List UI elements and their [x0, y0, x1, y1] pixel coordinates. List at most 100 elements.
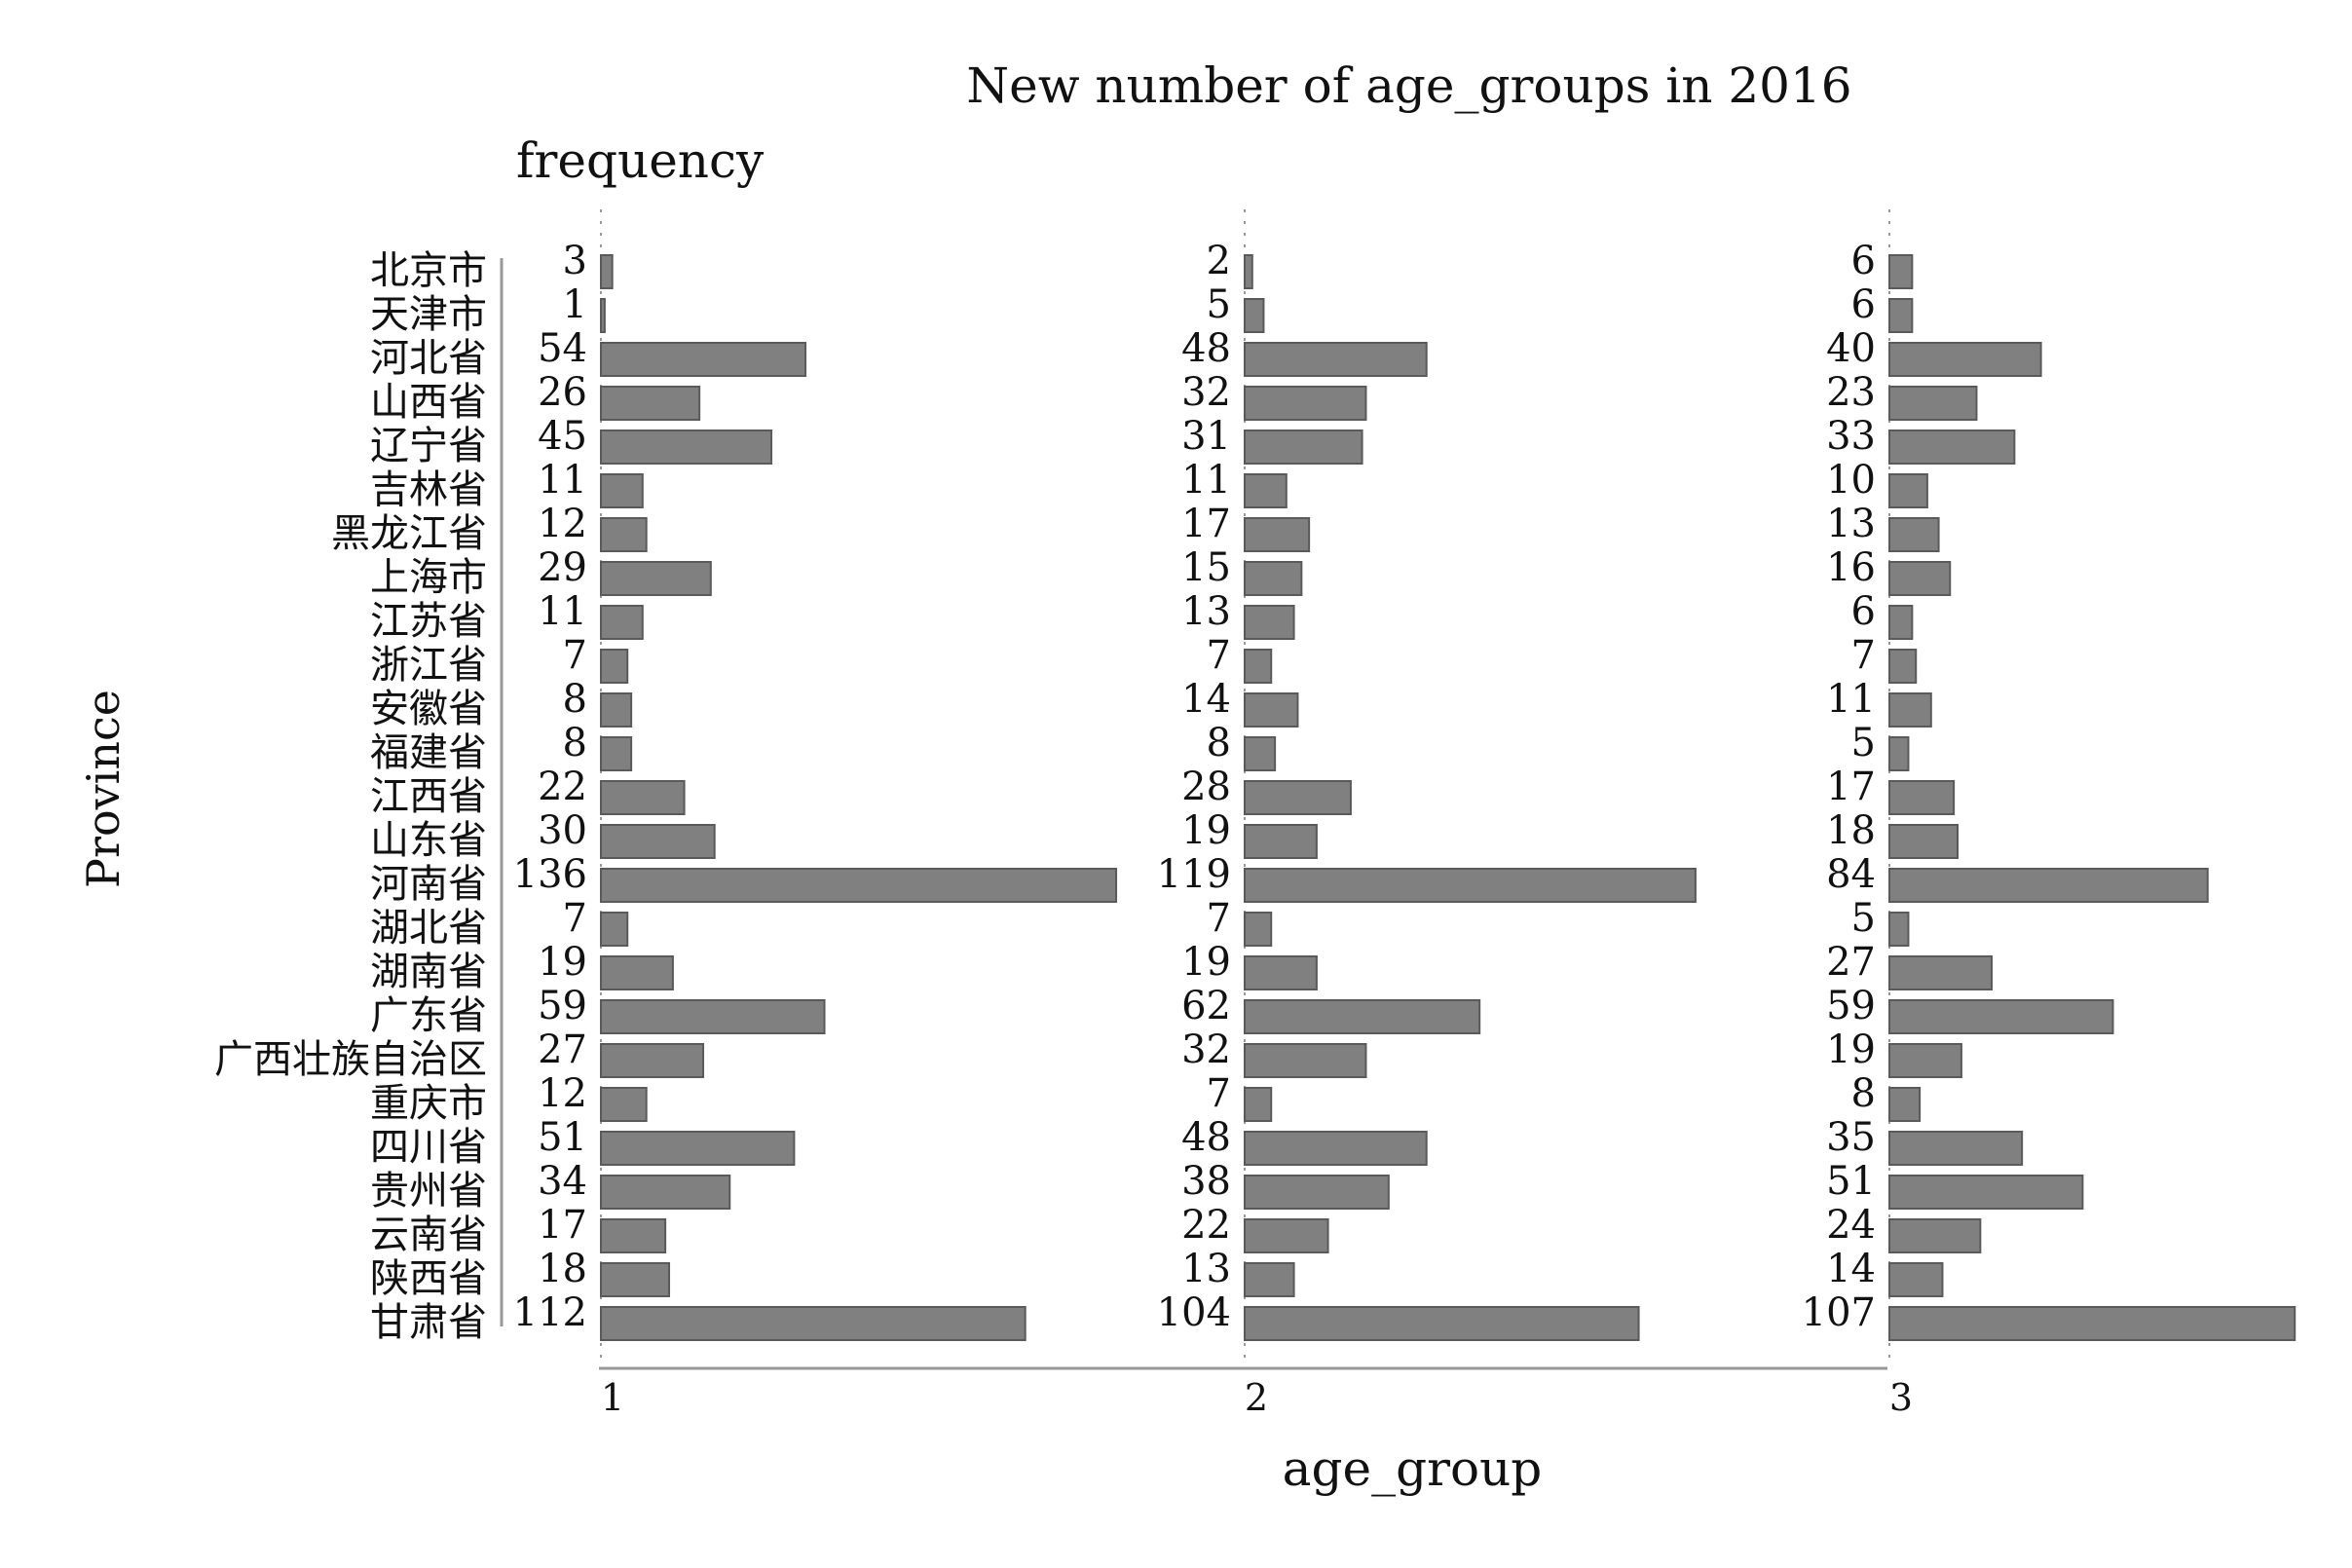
bar-value-label: 45 — [538, 414, 587, 459]
bar-value-label: 54 — [538, 326, 587, 371]
bar-value-label: 18 — [1826, 808, 1876, 853]
category-label: 广东省 — [370, 993, 487, 1038]
bar — [1888, 1087, 1922, 1122]
bar — [1244, 561, 1303, 596]
bar-value-label: 26 — [538, 370, 587, 415]
bar-value-label: 11 — [538, 589, 587, 634]
bar-value-label: 7 — [563, 896, 587, 941]
bar — [600, 429, 773, 465]
bar-value-label: 8 — [1207, 721, 1231, 765]
bar — [1888, 254, 1914, 289]
bar — [1888, 1218, 1982, 1253]
category-labels: 北京市天津市河北省山西省辽宁省吉林省黑龙江省上海市江苏省浙江省安徽省福建省江西省… — [214, 248, 487, 1345]
category-label: 陕西省 — [370, 1256, 487, 1301]
bar-value-label: 30 — [538, 808, 587, 853]
bar — [600, 561, 712, 596]
x-axis-title: age_group — [1283, 1440, 1543, 1497]
bar-value-label: 27 — [538, 1027, 587, 1072]
bar-value-label: 13 — [1181, 1247, 1231, 1291]
bar — [1244, 473, 1288, 508]
bar — [600, 254, 614, 289]
bar — [1244, 692, 1299, 728]
category-label: 福建省 — [370, 730, 487, 775]
bar-value-label: 3 — [563, 239, 587, 283]
bar-value-label: 7 — [1207, 896, 1231, 941]
bar — [1244, 429, 1363, 465]
bar — [1888, 780, 1956, 815]
bar — [1888, 1131, 2024, 1166]
bar-value-label: 22 — [538, 765, 587, 809]
category-label: 河南省 — [370, 862, 487, 907]
bar-value-label: 7 — [1207, 633, 1231, 678]
bar — [600, 780, 686, 815]
bar — [1888, 1306, 2296, 1341]
bar-value-label: 19 — [538, 940, 587, 985]
bar — [1244, 1175, 1390, 1210]
bar — [600, 1175, 731, 1210]
bar-value-label: 29 — [538, 545, 587, 590]
bar-value-label: 12 — [538, 502, 587, 546]
bar-value-label: 22 — [1181, 1203, 1231, 1248]
category-label: 四川省 — [370, 1125, 487, 1170]
bar-value-label: 32 — [1181, 370, 1231, 415]
bar-value-label: 13 — [1826, 502, 1876, 546]
bar — [1244, 649, 1273, 684]
bar-value-label: 2 — [1207, 239, 1231, 283]
bar — [1244, 780, 1352, 815]
bar — [600, 736, 633, 771]
category-label: 山西省 — [370, 380, 487, 425]
facet-panel: 2548323111171513714828191197196232748382… — [1157, 209, 1697, 1419]
bar — [1888, 649, 1918, 684]
bar — [1888, 824, 1960, 859]
bar-value-label: 62 — [1181, 984, 1231, 1028]
bar-value-label: 1 — [563, 282, 587, 327]
category-label: 山东省 — [370, 818, 487, 863]
bar — [1244, 824, 1318, 859]
category-label: 北京市 — [370, 248, 487, 293]
bar-value-label: 16 — [1826, 545, 1876, 590]
bar-value-label: 48 — [1181, 1115, 1231, 1160]
bar — [1888, 473, 1928, 508]
bar — [1888, 692, 1932, 728]
bar-value-label: 119 — [1157, 852, 1231, 897]
bar — [1888, 298, 1914, 333]
facet-tick-label: 1 — [601, 1376, 624, 1419]
category-label: 黑龙江省 — [331, 511, 487, 556]
bar-value-label: 84 — [1826, 852, 1876, 897]
bar — [600, 912, 629, 947]
bar — [600, 1043, 705, 1078]
bar-value-label: 6 — [1851, 282, 1876, 327]
bar-value-label: 59 — [538, 984, 587, 1028]
bar — [1888, 868, 2209, 903]
bar — [1888, 386, 1978, 421]
bar-value-label: 19 — [1181, 808, 1231, 853]
bar — [1244, 254, 1253, 289]
bar-value-label: 23 — [1826, 370, 1876, 415]
bar — [1888, 736, 1910, 771]
bar — [1888, 955, 1994, 990]
category-label: 辽宁省 — [370, 424, 487, 468]
bar-value-label: 5 — [1207, 282, 1231, 327]
bar-value-label: 18 — [538, 1247, 587, 1291]
bar — [1888, 999, 2114, 1034]
bar-value-label: 11 — [538, 458, 587, 503]
bar — [600, 868, 1118, 903]
bar — [1244, 298, 1265, 333]
bar-value-label: 104 — [1157, 1290, 1231, 1335]
facet-tick-label: 3 — [1889, 1376, 1913, 1419]
bar-value-label: 59 — [1826, 984, 1876, 1028]
category-label: 安徽省 — [370, 687, 487, 731]
value-axis-label: frequency — [516, 132, 765, 189]
bar-value-label: 35 — [1826, 1115, 1876, 1160]
bar — [600, 298, 606, 333]
category-label: 江西省 — [370, 774, 487, 819]
bar — [600, 386, 701, 421]
bar-value-label: 27 — [1826, 940, 1876, 985]
bar — [1244, 999, 1481, 1034]
bar-value-label: 24 — [1826, 1203, 1876, 1248]
facet-tick-label: 2 — [1245, 1376, 1268, 1419]
bar-value-label: 17 — [1181, 502, 1231, 546]
bar — [1888, 342, 2042, 377]
bar — [600, 955, 674, 990]
